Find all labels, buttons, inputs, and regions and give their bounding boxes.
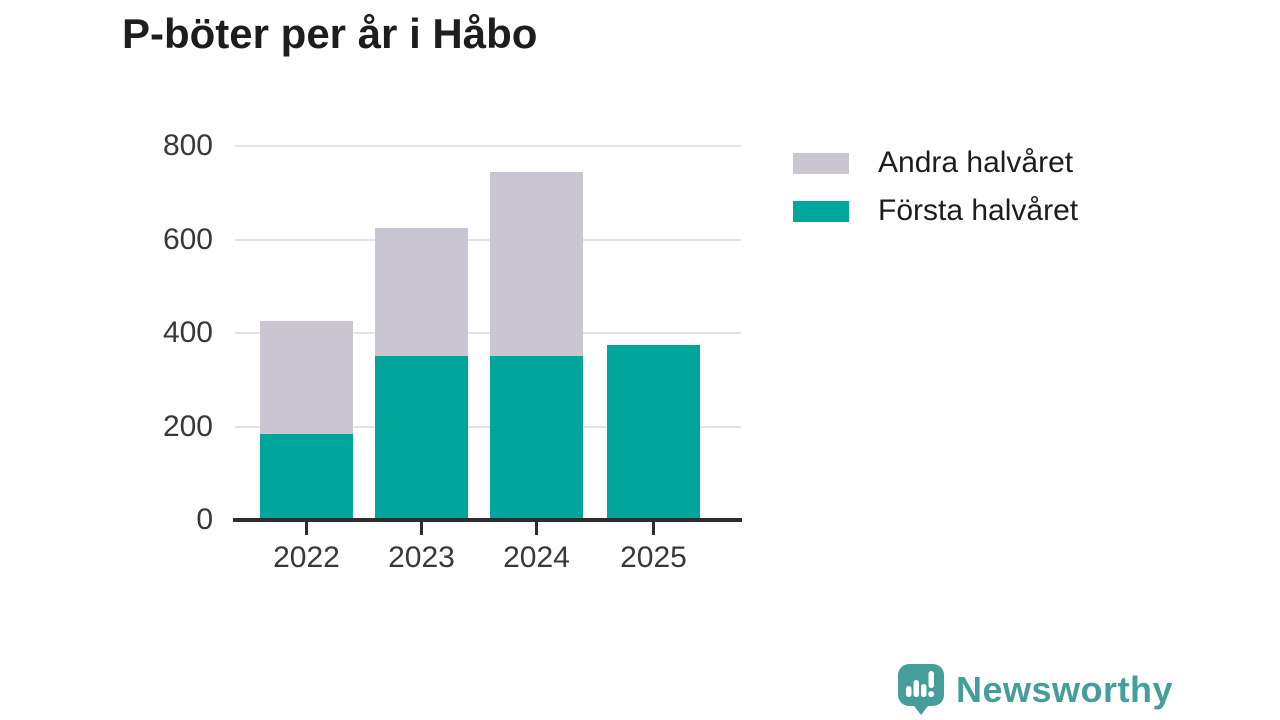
x-axis-label: 2023: [388, 541, 455, 574]
gridline-800: [235, 145, 741, 147]
y-axis-label: 200: [162, 409, 213, 443]
newsworthy-logo: Newsworthy: [897, 663, 1173, 716]
bar-2022-andra-halvåret: [260, 321, 353, 434]
speech-bubble-bar-chart-icon: [898, 664, 944, 715]
legend: Andra halvåret Första halvåret: [793, 146, 1078, 246]
logo-text: Newsworthy: [956, 668, 1174, 710]
legend-swatch: [793, 200, 849, 222]
x-axis-line: [233, 518, 742, 522]
bar-2023-första-halvåret: [375, 356, 468, 520]
x-axis-label: 2022: [273, 541, 340, 574]
chart-title: P-böter per år i Håbo: [122, 10, 538, 57]
x-axis-tick: [652, 520, 655, 535]
gridline-600: [235, 238, 741, 241]
legend-item-första-halvåret: Första halvåret: [793, 194, 1078, 227]
y-axis-label: 400: [162, 316, 213, 349]
x-axis-tick: [535, 520, 538, 535]
y-axis-label: 800: [162, 129, 213, 162]
gridline-200: [235, 425, 741, 428]
x-axis-label: 2024: [503, 541, 570, 574]
x-axis-tick: [420, 520, 423, 535]
legend-label: Andra halvåret: [878, 146, 1074, 179]
bar-2025-första-halvåret: [607, 344, 700, 520]
x-axis-tick: [305, 520, 308, 535]
bar-2024-andra-halvåret: [490, 171, 583, 357]
y-axis-label: 600: [162, 222, 213, 256]
bar-2023-andra-halvåret: [375, 227, 468, 357]
bar-2024-första-halvåret: [490, 356, 583, 520]
legend-item-andra-halvåret: Andra halvåret: [793, 146, 1078, 179]
y-axis-label: 0: [196, 503, 213, 536]
legend-swatch: [793, 152, 849, 174]
legend-label: Första halvåret: [878, 194, 1079, 227]
x-axis-label: 2025: [620, 541, 687, 574]
gridline-400: [235, 332, 741, 334]
bar-2022-första-halvåret: [260, 433, 353, 520]
